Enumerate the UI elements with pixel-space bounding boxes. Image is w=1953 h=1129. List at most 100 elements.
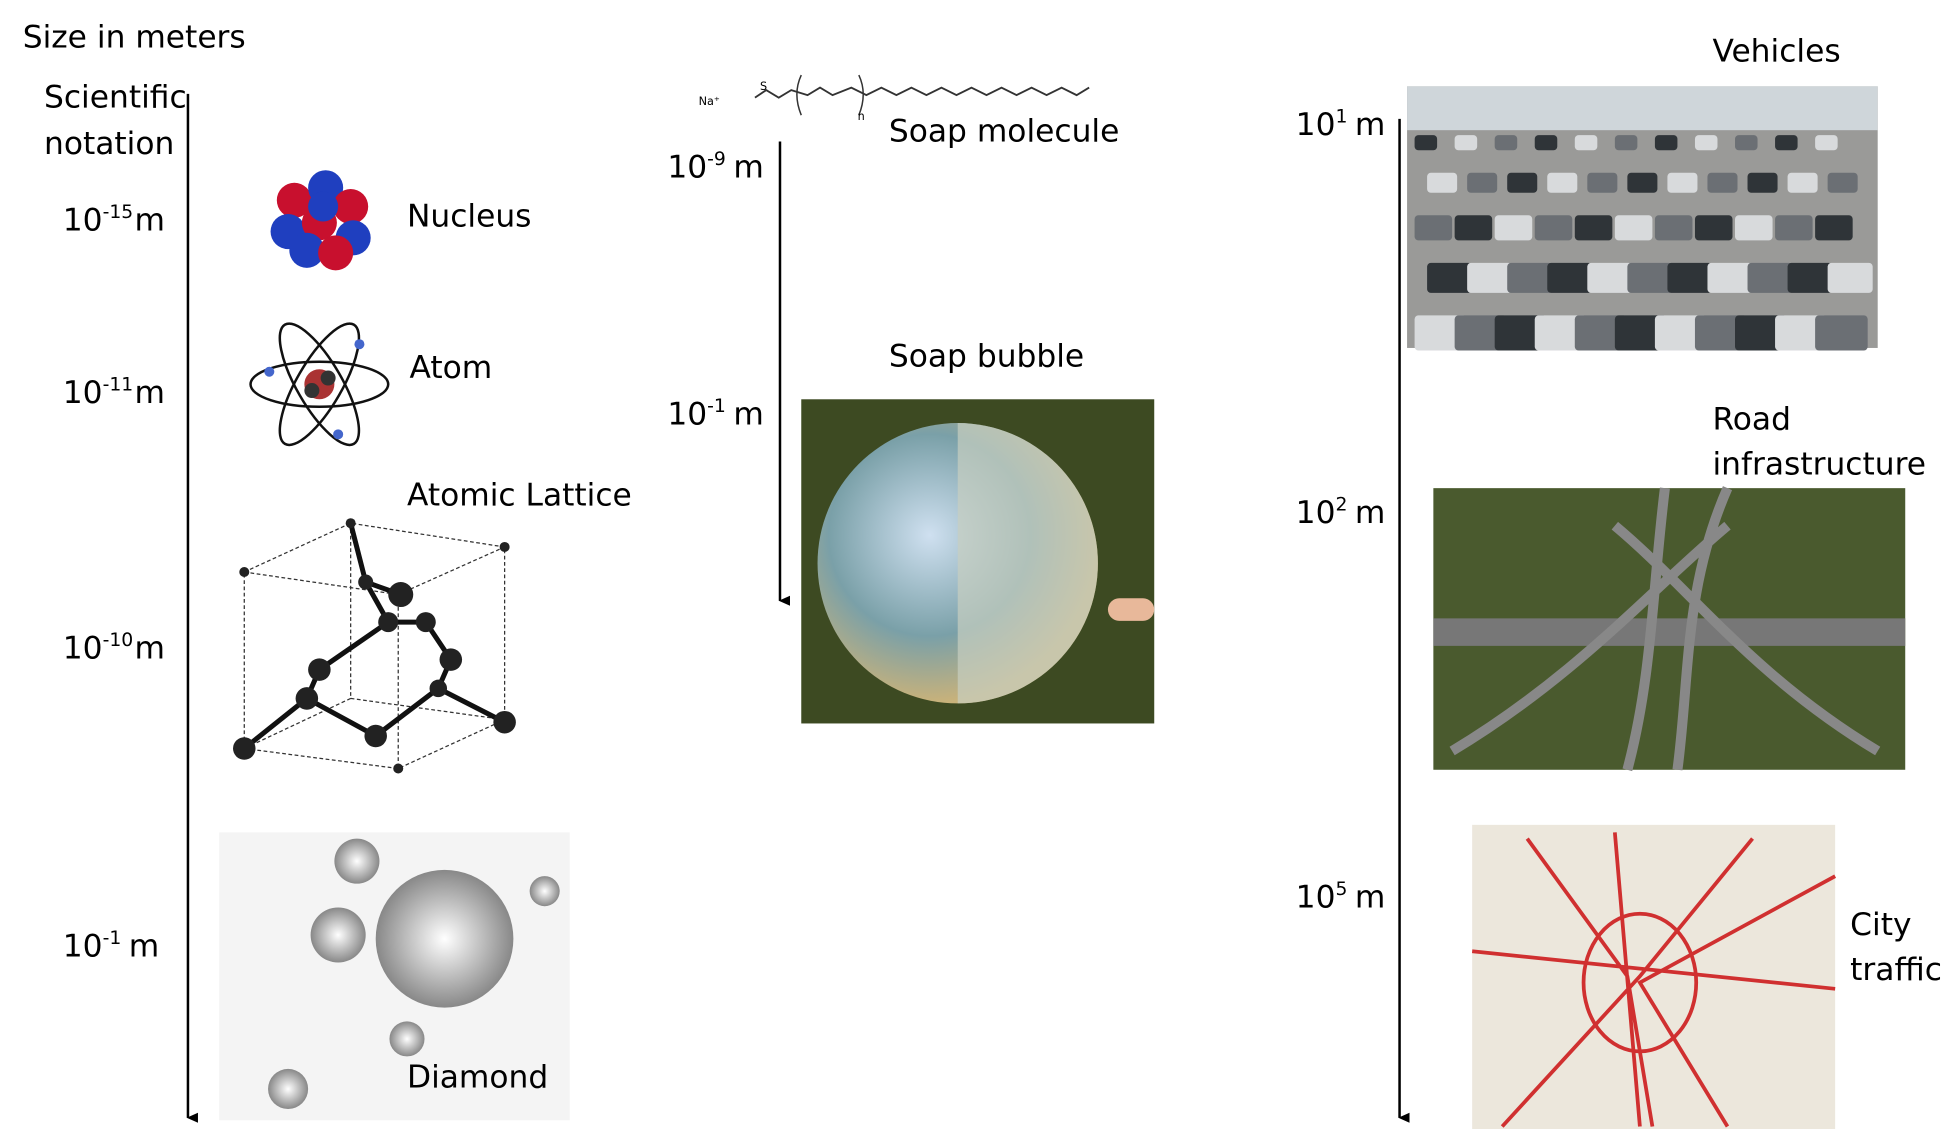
car: [1827, 172, 1858, 193]
subtitle: Scientific: [44, 80, 187, 116]
scale-exponent: 5: [1335, 879, 1347, 900]
scale-unit: m: [1355, 495, 1385, 531]
scale-base: 10: [667, 150, 707, 186]
scale-unit: m: [129, 928, 159, 964]
car: [1815, 315, 1868, 351]
scale-label: 10-1 m: [667, 396, 764, 433]
car: [1654, 215, 1693, 241]
car: [1427, 262, 1473, 293]
molecule-image: Na⁺ S n: [699, 74, 1090, 123]
car: [1507, 172, 1538, 193]
scale-base: 10: [63, 928, 103, 964]
item-label: Road: [1712, 401, 1791, 437]
car: [1614, 215, 1653, 241]
atom-image: [249, 322, 390, 447]
scale-unit: m: [135, 202, 165, 238]
scale-unit: m: [135, 630, 165, 666]
axes: [186, 93, 1410, 1123]
car: [1494, 315, 1548, 351]
car: [1735, 315, 1788, 351]
car: [1735, 215, 1773, 241]
car: [1627, 262, 1673, 293]
car: [1467, 172, 1498, 193]
item-label: City: [1850, 907, 1911, 943]
car: [1735, 135, 1758, 151]
car: [1747, 172, 1778, 193]
item-label: Diamond: [407, 1060, 548, 1096]
scale-base: 10: [1296, 495, 1336, 531]
car: [1574, 315, 1628, 351]
car: [1827, 262, 1873, 293]
subtitle: notation: [44, 126, 174, 162]
car: [1547, 172, 1578, 193]
scale-exponent: 1: [1335, 107, 1347, 128]
car: [1787, 262, 1833, 293]
car: [1574, 215, 1613, 241]
car: [1667, 172, 1698, 193]
vehicles-image: [1407, 86, 1878, 351]
item-label: Soap bubble: [889, 339, 1084, 375]
item-label: infrastructure: [1712, 446, 1926, 482]
scale-exponent: -9: [707, 149, 726, 170]
lattice-image: [233, 518, 516, 774]
car: [1414, 315, 1468, 351]
car: [1747, 262, 1793, 293]
scale-label: 10-10m: [63, 630, 165, 667]
car: [1574, 135, 1598, 151]
scale-label: 10-9 m: [667, 149, 764, 186]
car: [1775, 215, 1813, 241]
car: [1587, 172, 1618, 193]
car: [1694, 215, 1733, 241]
title: Size in meters: [23, 20, 246, 56]
item-label: Atom: [409, 350, 492, 386]
car: [1775, 135, 1798, 151]
car: [1454, 135, 1478, 151]
car: [1707, 262, 1753, 293]
scale-base: 10: [1296, 879, 1336, 915]
car: [1815, 135, 1838, 151]
car: [1547, 262, 1593, 293]
molecule-label: n: [858, 110, 865, 123]
item-label: traffic: [1850, 952, 1942, 988]
scale-label: 101 m: [1296, 107, 1386, 144]
car: [1627, 172, 1658, 193]
scale-unit: m: [1355, 879, 1385, 915]
scale-exponent: -1: [103, 928, 122, 949]
scale-exponent: -11: [103, 375, 134, 396]
scale-label: 102 m: [1296, 495, 1386, 532]
molecule-label: Na⁺: [699, 95, 720, 108]
item-label: Vehicles: [1712, 33, 1840, 69]
car: [1507, 262, 1553, 293]
car: [1414, 135, 1438, 151]
car: [1494, 135, 1518, 151]
car: [1454, 315, 1508, 351]
car: [1414, 215, 1453, 241]
scale-base: 10: [63, 375, 103, 411]
scale-exponent: 2: [1335, 495, 1347, 516]
car: [1667, 262, 1713, 293]
scale-unit: m: [733, 396, 763, 432]
car: [1494, 215, 1533, 241]
car: [1467, 262, 1513, 293]
scale-label: 105 m: [1296, 879, 1386, 916]
diamond-image: [219, 832, 570, 1121]
scale-exponent: -1: [707, 396, 726, 417]
item-label: Soap molecule: [889, 113, 1119, 149]
scale-label: 10-1 m: [63, 928, 160, 965]
car: [1587, 262, 1633, 293]
scale-base: 10: [63, 630, 103, 666]
car: [1534, 215, 1573, 241]
scale-exponent: -15: [103, 202, 134, 223]
map-image: [1471, 824, 1837, 1129]
car: [1694, 315, 1748, 351]
item-label: Atomic Lattice: [407, 478, 632, 514]
car: [1614, 135, 1638, 151]
scale-unit: m: [1355, 107, 1385, 143]
car: [1654, 135, 1678, 151]
car: [1707, 172, 1738, 193]
car: [1694, 135, 1718, 151]
scale-exponent: -10: [103, 630, 134, 651]
molecule-label: S: [760, 80, 767, 93]
car: [1787, 172, 1818, 193]
